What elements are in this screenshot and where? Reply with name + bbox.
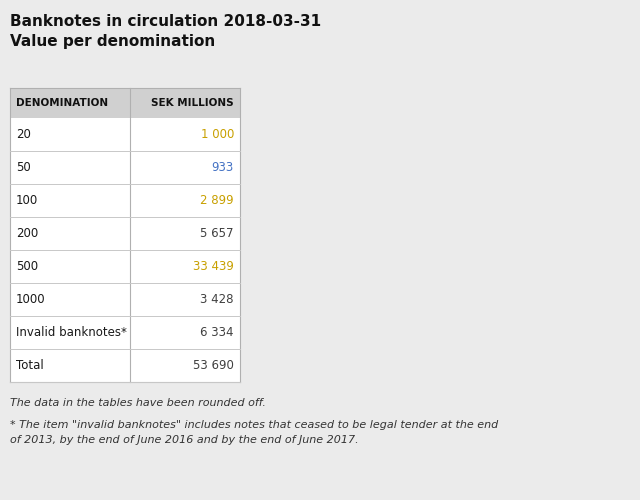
Text: 2 899: 2 899	[200, 194, 234, 207]
Text: The data in the tables have been rounded off.: The data in the tables have been rounded…	[10, 398, 266, 408]
Text: 100: 100	[16, 194, 38, 207]
Text: 33 439: 33 439	[193, 260, 234, 273]
Text: 5 657: 5 657	[200, 227, 234, 240]
Text: SEK MILLIONS: SEK MILLIONS	[152, 98, 234, 108]
Bar	[10, 88, 240, 382]
Bar	[10, 88, 240, 118]
Text: DENOMINATION: DENOMINATION	[16, 98, 108, 108]
Text: Invalid banknotes*: Invalid banknotes*	[16, 326, 127, 339]
Text: 1 000: 1 000	[200, 128, 234, 141]
Text: 53 690: 53 690	[193, 359, 234, 372]
Text: * The item "invalid banknotes" includes notes that ceased to be legal tender at : * The item "invalid banknotes" includes …	[10, 420, 499, 445]
Text: 20: 20	[16, 128, 31, 141]
Text: 1000: 1000	[16, 293, 45, 306]
Text: 500: 500	[16, 260, 38, 273]
Text: Total: Total	[16, 359, 44, 372]
Text: 200: 200	[16, 227, 38, 240]
Text: 3 428: 3 428	[200, 293, 234, 306]
Text: 6 334: 6 334	[200, 326, 234, 339]
Text: 933: 933	[212, 161, 234, 174]
Text: Banknotes in circulation 2018-03-31: Banknotes in circulation 2018-03-31	[10, 14, 321, 29]
Text: Value per denomination: Value per denomination	[10, 34, 215, 49]
Text: 50: 50	[16, 161, 31, 174]
